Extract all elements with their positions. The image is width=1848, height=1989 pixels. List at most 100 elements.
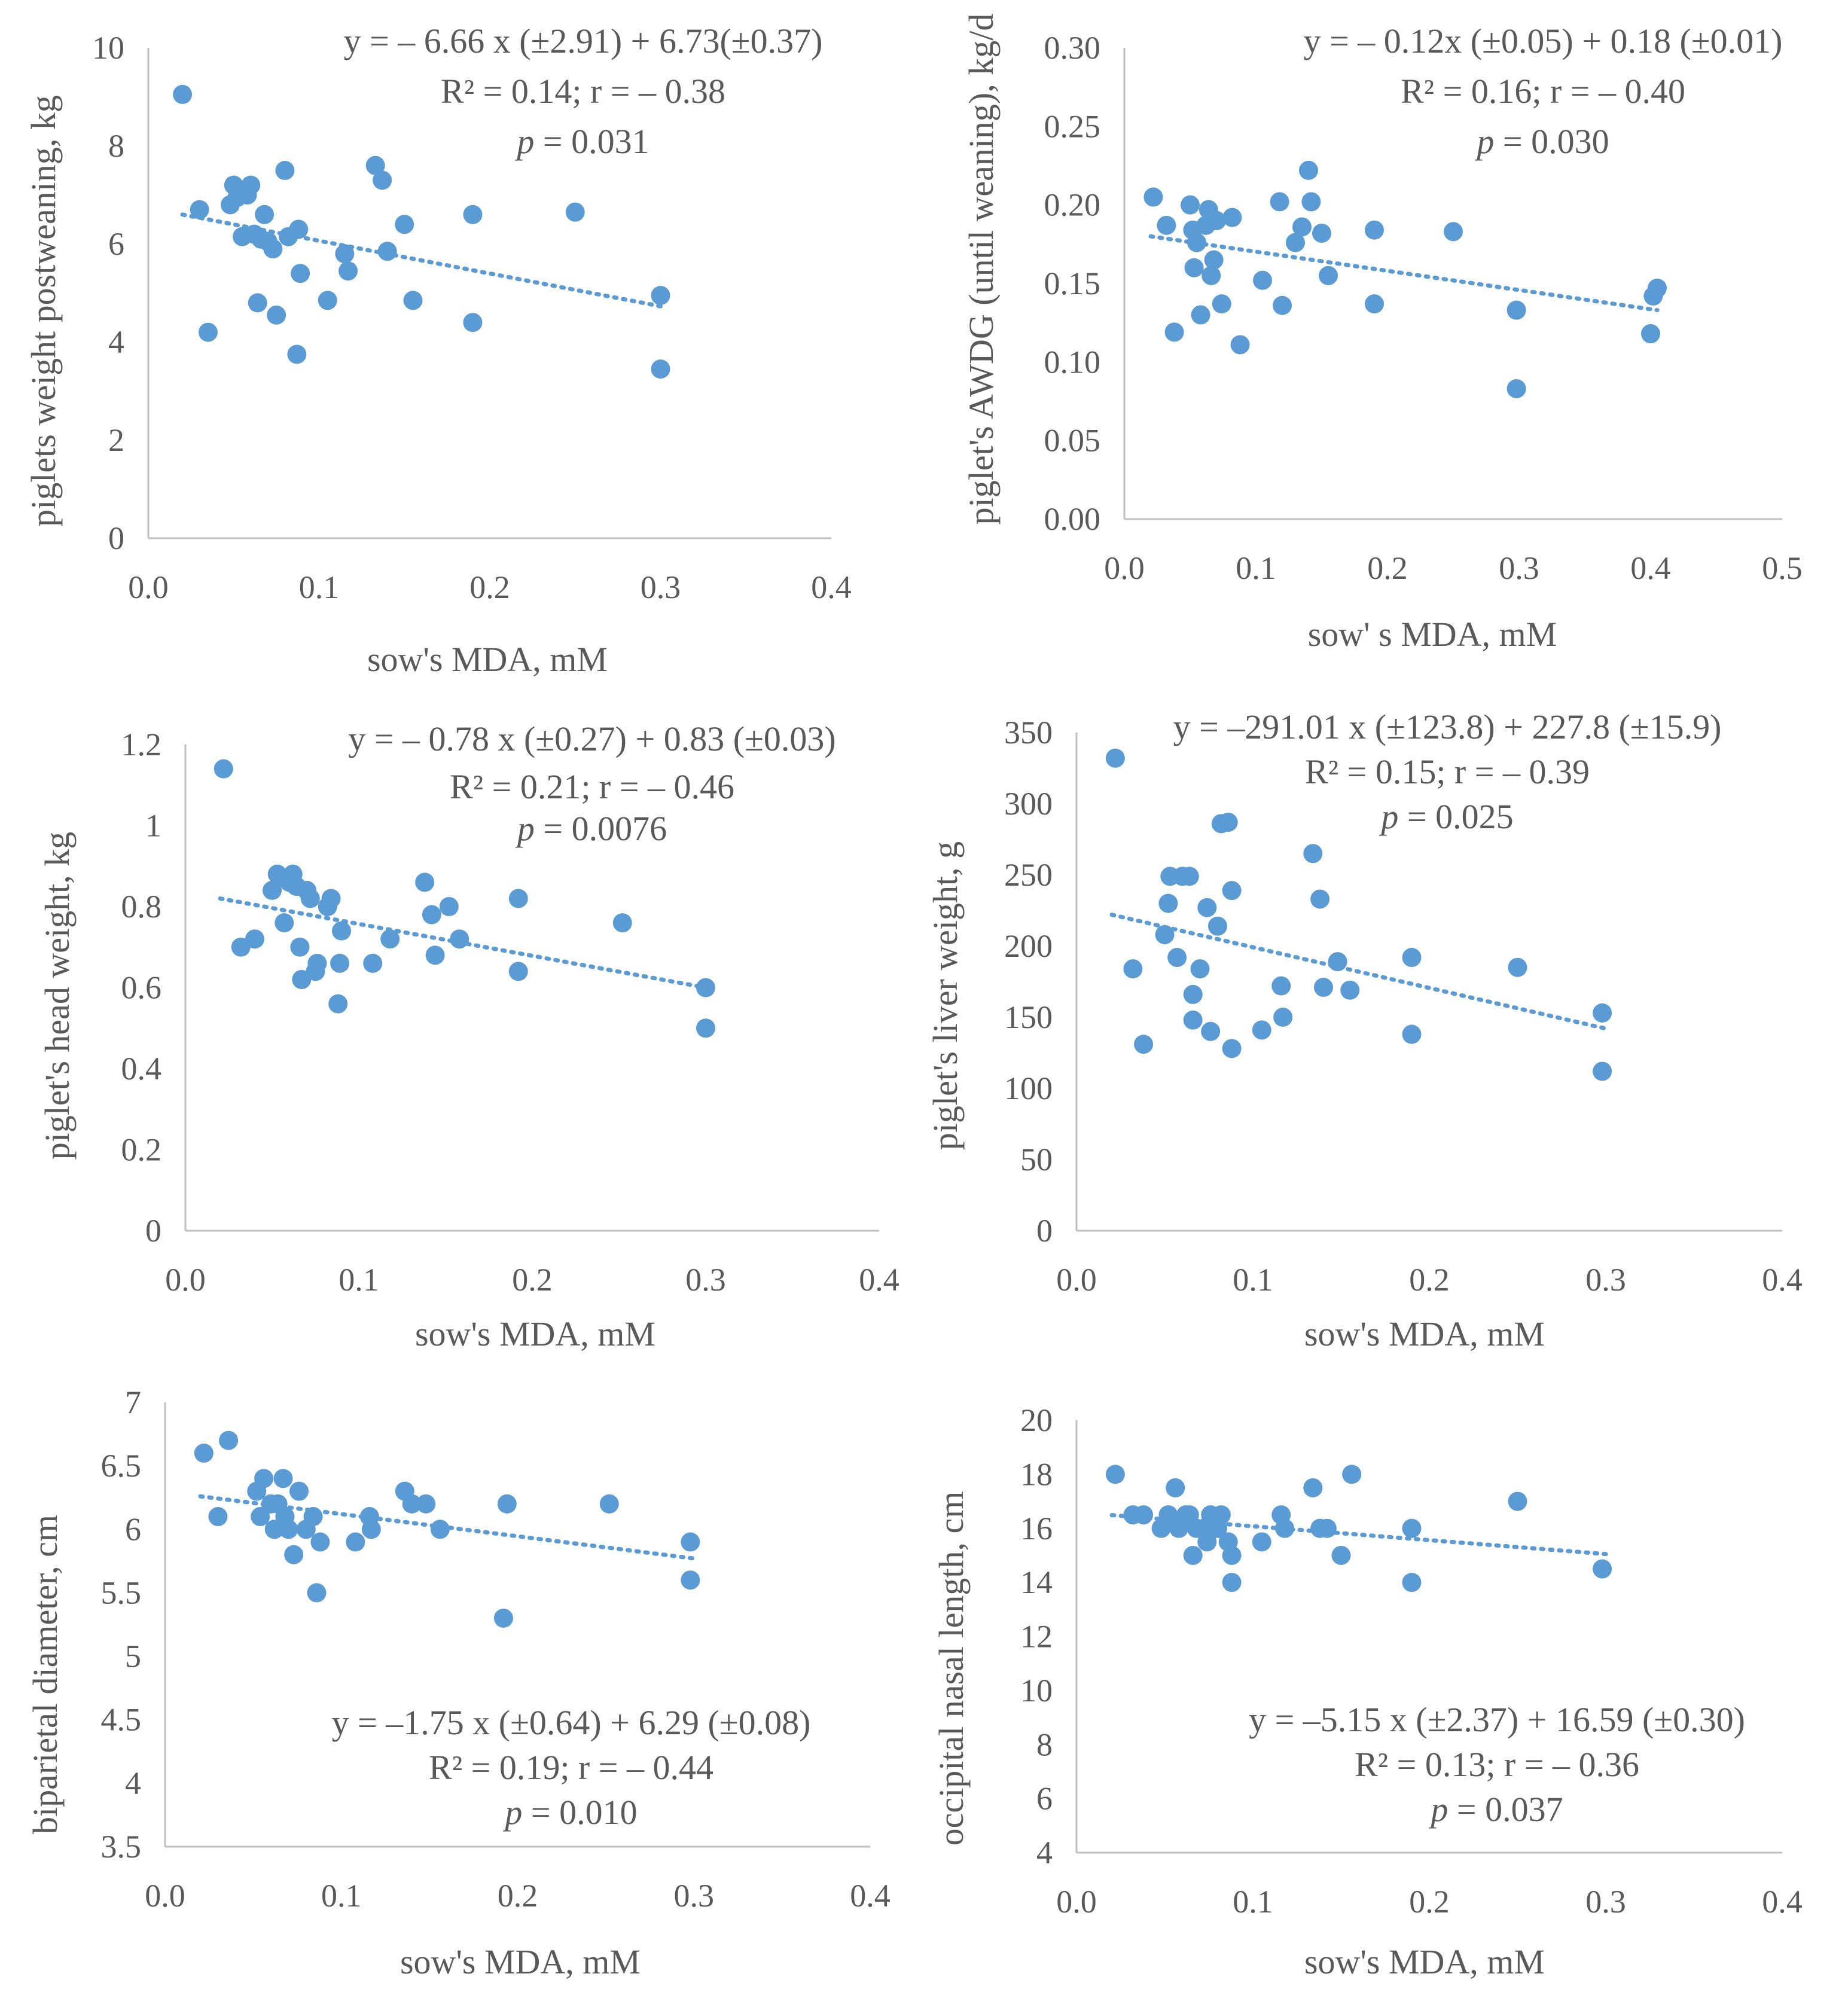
p-value-weight: p = 0.031 xyxy=(514,122,649,161)
data-point-head xyxy=(328,994,348,1014)
data-point-awdg xyxy=(1204,250,1224,270)
xtick-label-onl: 0.0 xyxy=(1056,1884,1097,1920)
ytick-label-bpd: 4 xyxy=(125,1765,141,1801)
ytick-label-awdg: 0.05 xyxy=(1044,423,1101,459)
data-point-weight xyxy=(255,205,275,224)
ytick-label-awdg: 0.30 xyxy=(1044,30,1101,66)
r-squared-liver: R² = 0.15; r = – 0.39 xyxy=(1305,752,1590,791)
xtick-label-bpd: 0.0 xyxy=(145,1878,185,1914)
data-point-awdg xyxy=(1286,233,1305,252)
data-point-bpd xyxy=(289,1481,309,1501)
data-point-bpd xyxy=(194,1443,214,1463)
xtick-label-weight: 0.3 xyxy=(641,569,681,605)
data-point-liver xyxy=(1328,952,1347,972)
xtick-label-weight: 0.4 xyxy=(811,569,852,605)
data-point-head xyxy=(439,897,459,916)
xtick-label-awdg: 0.0 xyxy=(1104,550,1145,586)
marks-awdg: 0.00 0.05 0.10 0.15 0.20 0.25 0.30 0.0 0.1 0.2 0.3… xyxy=(1044,30,1803,586)
annotation-weight: y = – 6.66 x (±2.91) + 6.73(±0.37) R² = … xyxy=(344,22,823,161)
ytick-label-liver: 50 xyxy=(1020,1142,1053,1177)
data-point-weight xyxy=(241,175,261,195)
data-point-awdg xyxy=(1207,211,1226,230)
equation-liver: y = –291.01 x (±123.8) + 227.8 (±15.9) xyxy=(1173,707,1722,746)
data-point-bpd xyxy=(284,1545,304,1564)
data-point-head xyxy=(231,937,251,957)
ytick-label-head: 0.6 xyxy=(121,970,162,1006)
p-number-head: = 0.0076 xyxy=(535,809,667,848)
r-squared-bpd: R² = 0.19; r = – 0.44 xyxy=(429,1748,713,1787)
xlabel-weight: sow's MDA, mM xyxy=(367,640,608,679)
data-point-liver xyxy=(1201,1021,1221,1041)
xtick-label-head: 0.3 xyxy=(685,1262,726,1298)
data-point-onl xyxy=(1105,1465,1125,1484)
data-point-head xyxy=(275,913,294,933)
data-point-onl xyxy=(1158,1505,1178,1525)
data-point-head xyxy=(425,945,445,965)
data-point-awdg xyxy=(1444,222,1463,242)
data-point-head xyxy=(307,953,327,973)
data-point-bpd xyxy=(254,1469,274,1488)
data-point-onl xyxy=(1402,1518,1422,1538)
data-point-liver xyxy=(1508,957,1527,977)
data-point-awdg xyxy=(1365,220,1384,240)
data-point-weight xyxy=(287,344,307,364)
data-point-awdg xyxy=(1164,322,1184,342)
panel-liver: 0 50 100 150 200 250 300 350 0.0 0.1 0.2 0.3 0.4 y =… xyxy=(926,707,1803,1353)
ytick-label-liver: 100 xyxy=(1004,1070,1053,1106)
ytick-label-onl: 8 xyxy=(1036,1726,1053,1762)
data-point-weight xyxy=(651,286,670,306)
data-point-bpd xyxy=(208,1507,228,1527)
data-point-head xyxy=(292,969,312,989)
data-point-awdg xyxy=(1641,324,1660,344)
p-number-awdg: = 0.030 xyxy=(1494,122,1609,161)
data-point-awdg xyxy=(1365,294,1384,314)
data-point-head xyxy=(245,929,264,949)
marks-onl: 4 6 8 10 12 14 16 18 20 0.0 0.1 0.2 0.3 0.4 xyxy=(1020,1402,1803,1920)
ylabel-liver: piglet's liver weight, g xyxy=(926,841,965,1150)
data-point-liver xyxy=(1134,1035,1154,1054)
data-point-awdg xyxy=(1319,266,1338,285)
data-point-bpd xyxy=(264,1520,284,1539)
xtick-label-awdg: 0.3 xyxy=(1499,550,1539,586)
ylabel-bpd: biparietal diameter, cm xyxy=(26,1515,65,1834)
panel-onl: 4 6 8 10 12 14 16 18 20 0.0 0.1 0.2 0.3 0.4 y = –5.15… xyxy=(932,1402,1803,1981)
xlabel-onl: sow's MDA, mM xyxy=(1304,1942,1545,1981)
xtick-label-awdg: 0.4 xyxy=(1630,550,1671,586)
data-point-weight xyxy=(463,313,483,332)
p-value-awdg: p = 0.030 xyxy=(1474,122,1609,161)
equation-bpd: y = –1.75 x (±0.64) + 6.29 (±0.08) xyxy=(332,1703,811,1742)
xtick-label-onl: 0.2 xyxy=(1409,1884,1450,1920)
xtick-label-awdg: 0.1 xyxy=(1236,550,1276,586)
xlabel-awdg: sow' s MDA, mM xyxy=(1308,615,1557,654)
data-point-onl xyxy=(1222,1545,1242,1565)
xtick-label-liver: 0.2 xyxy=(1409,1262,1450,1298)
data-point-awdg xyxy=(1212,294,1231,314)
data-point-bpd xyxy=(681,1570,700,1590)
data-point-head xyxy=(214,759,233,779)
p-number-liver: = 0.025 xyxy=(1398,797,1513,836)
p-symbol-weight: p xyxy=(514,122,534,161)
data-point-liver xyxy=(1167,948,1187,968)
ytick-label-onl: 12 xyxy=(1020,1619,1053,1655)
trendline-head xyxy=(218,896,708,990)
panel-bpd: 3.5 4 4.5 5 5.5 6 6.5 7 0.0 0.1 0.2 0.3 0.4 y = –1.7… xyxy=(26,1384,891,1981)
ytick-label-awdg: 0.25 xyxy=(1044,108,1101,144)
data-point-bpd xyxy=(279,1520,298,1539)
xtick-label-awdg: 0.2 xyxy=(1367,550,1408,586)
xtick-label-bpd: 0.1 xyxy=(321,1878,362,1914)
data-point-liver xyxy=(1208,916,1227,936)
ytick-label-onl: 16 xyxy=(1020,1511,1053,1546)
ytick-label-weight: 0 xyxy=(108,520,124,556)
data-point-liver xyxy=(1190,959,1210,979)
data-point-liver xyxy=(1310,889,1330,909)
data-point-onl xyxy=(1211,1505,1231,1525)
data-point-weight xyxy=(377,242,397,261)
p-number-bpd: = 0.010 xyxy=(522,1793,637,1832)
p-value-bpd: p = 0.010 xyxy=(502,1793,637,1832)
data-point-awdg xyxy=(1181,195,1200,215)
data-point-weight xyxy=(565,202,585,222)
data-point-head xyxy=(612,913,632,933)
xtick-label-liver: 0.0 xyxy=(1056,1262,1097,1298)
data-point-liver xyxy=(1222,1039,1242,1058)
data-point-weight xyxy=(267,305,286,325)
